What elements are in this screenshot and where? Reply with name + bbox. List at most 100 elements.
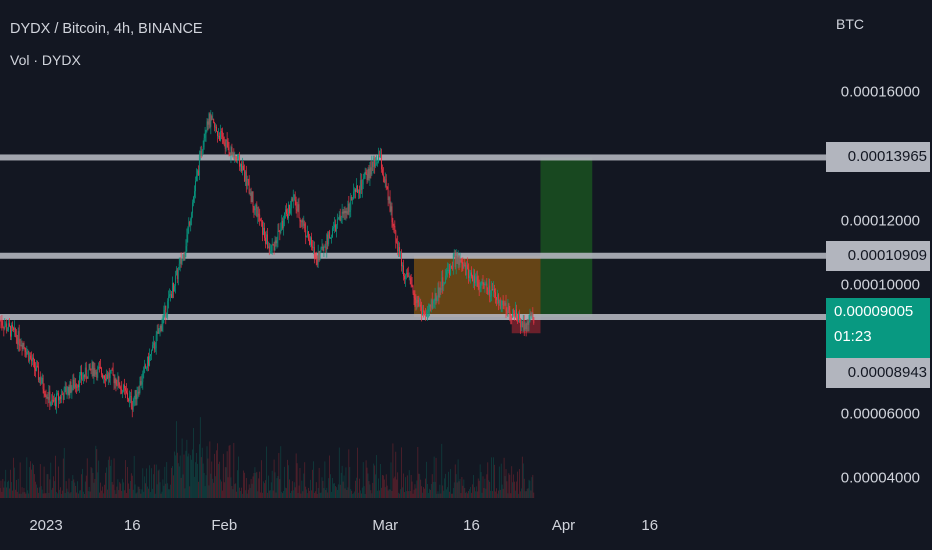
candle-body: [8, 323, 10, 331]
candle-body: [404, 274, 406, 280]
candle-body: [36, 365, 38, 367]
candle-body: [423, 310, 424, 313]
volume-bar: [129, 488, 130, 498]
volume-bar: [470, 487, 471, 498]
volume-bar: [433, 456, 435, 498]
candle-body: [221, 131, 223, 137]
volume-bar: [55, 455, 56, 498]
candle-body: [410, 278, 412, 285]
candle-body: [286, 209, 287, 215]
candle-body: [364, 171, 366, 178]
price-tick: 0.00004000: [840, 469, 920, 487]
candle-body: [178, 263, 180, 269]
volume-bar: [184, 488, 186, 498]
candle-body: [156, 331, 158, 335]
level-line[interactable]: [0, 314, 826, 321]
volume-bar: [329, 455, 331, 498]
volume-bar: [436, 493, 438, 498]
volume-bar: [207, 458, 209, 498]
candle-body: [227, 141, 229, 148]
volume-bar: [117, 479, 119, 498]
candle-body: [522, 322, 524, 327]
volume-bar: [444, 478, 446, 498]
volume-bar: [522, 463, 524, 498]
volume-bar: [400, 489, 401, 498]
volume-bar: [123, 482, 124, 498]
volume-bar: [66, 488, 68, 498]
volume-bar: [445, 473, 446, 498]
horizontal-levels[interactable]: [0, 154, 826, 321]
volume-bar: [18, 493, 20, 498]
volume-bar: [498, 466, 500, 498]
volume-bar: [14, 467, 15, 498]
candle-body: [266, 234, 268, 249]
volume-bar: [253, 473, 255, 498]
volume-bar: [161, 491, 163, 498]
volume-bar: [23, 488, 25, 498]
symbol-title[interactable]: DYDX / Bitcoin, 4h, BINANCE: [10, 21, 203, 37]
candle-body: [384, 179, 386, 183]
volume-bar: [376, 455, 377, 498]
volume-bar: [459, 478, 461, 498]
volume-bar: [77, 481, 78, 498]
volume-bar: [185, 450, 187, 498]
volume-bar: [441, 443, 443, 498]
candle-body: [427, 311, 428, 314]
volume-bar: [36, 484, 37, 498]
candle-body: [208, 113, 210, 125]
level-badge: 0.00010909: [826, 240, 930, 271]
volume-bar: [135, 493, 137, 498]
volume-bar: [230, 477, 232, 498]
candle-body: [18, 331, 20, 345]
candle-body: [530, 312, 532, 316]
volume-bar: [315, 482, 317, 498]
volume-bar: [515, 490, 516, 498]
candle-body: [375, 163, 377, 167]
volume-bar: [104, 484, 105, 498]
candle-body: [323, 246, 325, 252]
candle-body: [381, 169, 383, 175]
candle-body: [186, 234, 188, 247]
candle-body: [88, 363, 90, 370]
volume-legend[interactable]: Vol · DYDX: [10, 52, 81, 68]
volume-bar: [59, 489, 60, 498]
volume-bar: [307, 493, 308, 498]
volume-bar: [523, 478, 525, 498]
volume-bar: [84, 481, 86, 498]
candle-body: [6, 323, 8, 331]
volume-bar: [95, 445, 97, 498]
volume-bar: [176, 452, 178, 498]
volume-bar: [209, 441, 211, 498]
volume-bar: [281, 491, 283, 498]
volume-bar: [454, 464, 456, 498]
candle-body: [59, 396, 60, 401]
volume-bar: [430, 483, 432, 498]
volume-bar: [155, 464, 157, 498]
volume-bar: [132, 489, 134, 498]
candle-body: [128, 399, 129, 402]
volume-bar: [379, 490, 380, 498]
target-zone[interactable]: [540, 157, 593, 318]
candle-body: [304, 223, 306, 230]
price-tick: 0.00012000: [840, 212, 920, 230]
candle-body: [109, 373, 111, 378]
volume-bar: [506, 481, 508, 498]
volume-bar: [88, 486, 90, 498]
candle-body: [101, 368, 102, 375]
volume-bar: [157, 470, 159, 498]
level-line[interactable]: [0, 252, 826, 259]
volume-bar: [179, 455, 181, 498]
volume-bar: [145, 483, 147, 498]
volume-bar: [416, 480, 418, 498]
candle-body: [389, 197, 391, 212]
volume-bar: [366, 467, 368, 498]
candle-body: [312, 246, 313, 248]
level-line[interactable]: [0, 154, 826, 161]
volume-bar: [342, 481, 344, 498]
volume-bar: [440, 493, 442, 498]
volume-bar: [180, 477, 182, 498]
candle-body: [155, 334, 157, 349]
candle-body: [52, 399, 54, 401]
candle-body: [27, 351, 29, 352]
